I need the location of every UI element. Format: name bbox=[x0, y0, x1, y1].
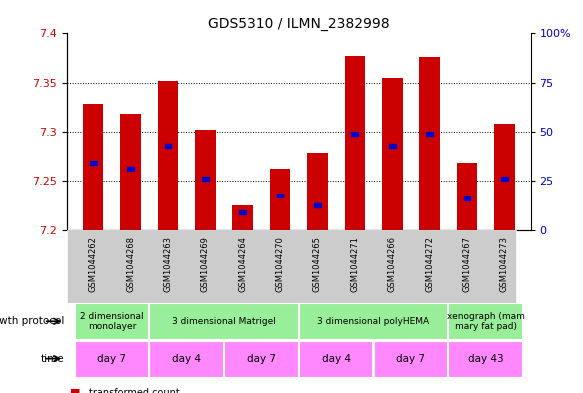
Bar bbox=[299, 341, 373, 376]
Bar bbox=[299, 303, 447, 339]
Bar bbox=[463, 196, 470, 200]
Bar bbox=[448, 303, 522, 339]
Text: GSM1044262: GSM1044262 bbox=[89, 236, 98, 292]
Text: GSM1044265: GSM1044265 bbox=[313, 236, 322, 292]
Bar bbox=[345, 56, 365, 230]
Bar bbox=[240, 210, 246, 214]
Text: ■: ■ bbox=[70, 388, 80, 393]
Text: GSM1044272: GSM1044272 bbox=[425, 236, 434, 292]
Bar bbox=[233, 206, 253, 230]
Bar bbox=[149, 303, 298, 339]
Text: GSM1044269: GSM1044269 bbox=[201, 236, 210, 292]
Text: GSM1044273: GSM1044273 bbox=[500, 236, 509, 292]
Bar bbox=[157, 81, 178, 230]
Bar bbox=[149, 341, 223, 376]
Text: time: time bbox=[40, 354, 64, 364]
Bar bbox=[456, 163, 477, 230]
Bar bbox=[83, 104, 104, 230]
Bar bbox=[270, 169, 290, 230]
Bar bbox=[277, 194, 283, 198]
Text: GSM1044266: GSM1044266 bbox=[388, 236, 397, 292]
Bar bbox=[426, 132, 433, 136]
Bar bbox=[195, 130, 216, 230]
Text: transformed count: transformed count bbox=[89, 388, 180, 393]
Bar bbox=[127, 167, 134, 171]
Text: GSM1044271: GSM1044271 bbox=[350, 236, 359, 292]
Text: GSM1044264: GSM1044264 bbox=[238, 236, 247, 292]
Bar bbox=[120, 114, 141, 230]
Text: day 7: day 7 bbox=[247, 354, 276, 364]
Text: 2 dimensional
monolayer: 2 dimensional monolayer bbox=[80, 312, 144, 331]
Text: growth protocol: growth protocol bbox=[0, 316, 64, 326]
Bar bbox=[419, 57, 440, 230]
Text: GSM1044268: GSM1044268 bbox=[126, 236, 135, 292]
Text: xenograph (mam
mary fat pad): xenograph (mam mary fat pad) bbox=[447, 312, 525, 331]
Text: GSM1044263: GSM1044263 bbox=[163, 236, 173, 292]
Title: GDS5310 / ILMN_2382998: GDS5310 / ILMN_2382998 bbox=[208, 17, 389, 31]
Text: day 7: day 7 bbox=[396, 354, 426, 364]
Bar bbox=[75, 303, 148, 339]
Bar bbox=[494, 124, 515, 230]
Bar bbox=[202, 177, 209, 181]
Text: day 7: day 7 bbox=[97, 354, 127, 364]
Bar bbox=[314, 204, 321, 208]
Bar bbox=[75, 341, 148, 376]
Text: day 43: day 43 bbox=[468, 354, 504, 364]
Bar bbox=[374, 341, 447, 376]
Bar bbox=[90, 161, 97, 165]
Bar bbox=[389, 145, 396, 149]
Text: day 4: day 4 bbox=[172, 354, 201, 364]
Bar bbox=[164, 145, 171, 149]
Text: GSM1044267: GSM1044267 bbox=[462, 236, 472, 292]
Text: 3 dimensional polyHEMA: 3 dimensional polyHEMA bbox=[318, 317, 430, 326]
Bar bbox=[224, 341, 298, 376]
Bar bbox=[352, 132, 358, 136]
Bar bbox=[307, 153, 328, 230]
Bar bbox=[448, 341, 522, 376]
Text: 3 dimensional Matrigel: 3 dimensional Matrigel bbox=[172, 317, 276, 326]
Bar bbox=[501, 177, 508, 181]
Text: GSM1044270: GSM1044270 bbox=[276, 236, 285, 292]
Text: day 4: day 4 bbox=[322, 354, 350, 364]
Bar bbox=[382, 77, 402, 230]
